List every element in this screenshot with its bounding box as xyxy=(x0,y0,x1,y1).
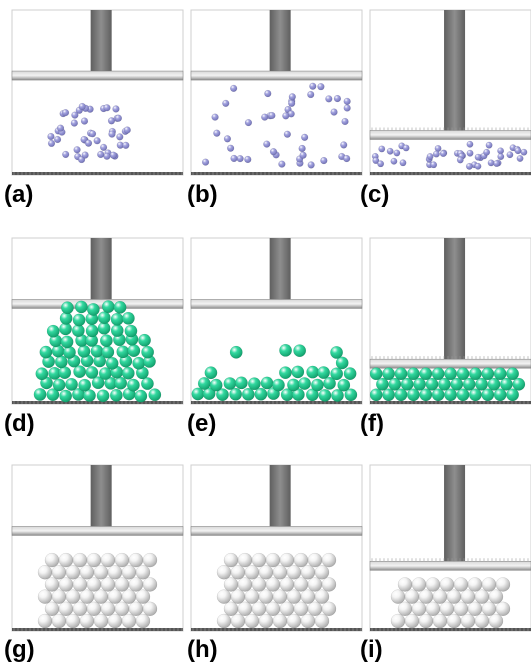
panel-label-b: (b) xyxy=(187,183,218,207)
particles xyxy=(217,553,336,628)
piston-plate xyxy=(191,71,362,80)
piston-plate xyxy=(191,526,362,535)
piston-rod xyxy=(91,465,112,526)
container-floor xyxy=(12,401,183,404)
piston-rod xyxy=(444,238,465,359)
container-floor xyxy=(12,628,183,631)
container-floor xyxy=(12,172,183,175)
panel-label-g: (g) xyxy=(4,638,35,662)
piston-plate xyxy=(12,526,183,535)
piston-rod xyxy=(91,10,112,71)
panel-g xyxy=(12,465,183,631)
panel-label-f: (f) xyxy=(360,412,384,436)
piston-rod xyxy=(270,10,291,71)
piston-plate xyxy=(370,359,531,368)
panel-label-c: (c) xyxy=(360,183,389,207)
piston-rod xyxy=(270,238,291,299)
panel-c xyxy=(370,10,531,175)
particles xyxy=(391,577,510,628)
particles xyxy=(38,553,157,628)
piston-plate xyxy=(12,71,183,80)
panel-e xyxy=(191,238,362,404)
panel-label-d: (d) xyxy=(4,412,35,436)
panel-label-e: (e) xyxy=(187,412,216,436)
panel-h xyxy=(191,465,362,631)
panel-f xyxy=(370,238,531,404)
panel-label-h: (h) xyxy=(187,638,218,662)
container-floor xyxy=(191,628,362,631)
particles xyxy=(370,368,525,401)
piston-rod xyxy=(444,10,465,130)
panel-label-i: (i) xyxy=(360,638,383,662)
piston-rod xyxy=(270,465,291,526)
piston-rod xyxy=(91,238,112,299)
container-floor xyxy=(370,172,531,175)
container-floor xyxy=(370,401,531,404)
panel-a xyxy=(12,10,183,175)
panel-label-a: (a) xyxy=(4,183,33,207)
piston-plate xyxy=(370,130,531,139)
piston-plate xyxy=(191,299,362,308)
container-floor xyxy=(370,628,531,631)
container-floor xyxy=(191,172,362,175)
piston-rod xyxy=(444,465,465,561)
panel-d xyxy=(12,238,183,404)
panel-i xyxy=(370,465,531,631)
panel-b xyxy=(191,10,362,175)
piston-plate xyxy=(370,561,531,570)
